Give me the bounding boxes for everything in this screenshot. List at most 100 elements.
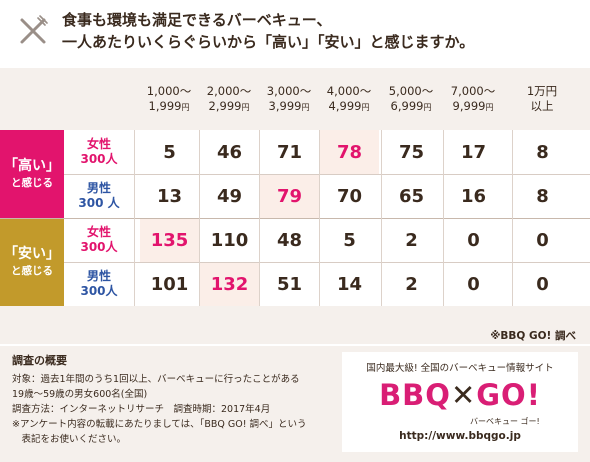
column-header-range-end: 3,999円 bbox=[268, 99, 310, 113]
column-divider bbox=[259, 130, 260, 306]
column-divider bbox=[199, 130, 200, 306]
logo-part-2: GO! bbox=[476, 378, 541, 412]
survey-line: 調査方法：インターネットリサーチ 調査時期：2017年4月 bbox=[12, 404, 271, 415]
column-header: 1万円 以上 bbox=[512, 84, 572, 114]
table-cell: 78 bbox=[320, 130, 379, 174]
table-cell: 5 bbox=[343, 229, 356, 251]
column-divider bbox=[319, 130, 320, 306]
column-header-range-end: 1,999円 bbox=[148, 99, 190, 113]
survey-line: 対象：過去1年間のうち1回以上、バーベキューに行ったことがある bbox=[12, 374, 300, 385]
column-header-unit: 円 bbox=[301, 103, 310, 112]
group-label-subtitle: と感じる bbox=[11, 265, 53, 277]
survey-line: 19歳～59歳の男女600名(全国) bbox=[12, 389, 148, 400]
header: 食事も環境も満足できるバーベキュー、 一人あたりいくらぐらいから「高い」「安い」… bbox=[0, 0, 590, 64]
table-cell: 101 bbox=[150, 273, 189, 295]
column-header-range-start: 4,000～ bbox=[326, 84, 372, 98]
group-label-title: 「安い」 bbox=[4, 246, 60, 262]
fork-knife-icon bbox=[20, 15, 48, 44]
row-label-gender: 男性 bbox=[86, 181, 111, 195]
column-header-range-start: 7,000～ bbox=[450, 84, 496, 98]
logo-part-1: BBQ bbox=[379, 378, 451, 412]
group-label-subtitle: と感じる bbox=[11, 177, 53, 189]
table-cell: 70 bbox=[336, 185, 363, 207]
column-header-range-start: 1万円 bbox=[526, 84, 558, 98]
row-label-gender: 女性 bbox=[86, 137, 111, 151]
column-header-range-end: 以上 bbox=[530, 99, 554, 113]
table-cell: 2 bbox=[405, 229, 418, 251]
crossed-tools-icon: ✕ bbox=[450, 378, 477, 412]
table-cell: 0 bbox=[467, 229, 480, 251]
group-label-title: 「高い」 bbox=[4, 158, 60, 174]
table-cell: 5 bbox=[163, 141, 176, 163]
column-header: 7,000～ 9,999円 bbox=[443, 84, 503, 115]
table-cell: 0 bbox=[536, 273, 549, 295]
column-header-range-start: 2,000～ bbox=[206, 84, 252, 98]
title-line-2: 一人あたりいくらぐらいから「高い」「安い」と感じますか。 bbox=[62, 33, 475, 51]
column-header-range-end: 2,999円 bbox=[208, 99, 250, 113]
column-header: 5,000～ 6,999円 bbox=[381, 84, 441, 115]
site-url-link[interactable]: http://www.bbqgo.jp bbox=[399, 430, 521, 442]
table-cell: 75 bbox=[398, 141, 425, 163]
column-header-range-end: 6,999円 bbox=[390, 99, 432, 113]
logo-banner[interactable]: 国内最大級! 全国のバーベキュー情報サイト BBQ✕GO! バーベキュー ゴー!… bbox=[342, 352, 578, 452]
table-cell: 49 bbox=[216, 185, 243, 207]
table-cell: 46 bbox=[216, 141, 243, 163]
survey-details: 対象：過去1年間のうち1回以上、バーベキューに行ったことがある 19歳～59歳の… bbox=[12, 372, 307, 447]
column-header-range-start: 3,000～ bbox=[266, 84, 312, 98]
table-cell: 71 bbox=[276, 141, 303, 163]
row-label: 男性 300人 bbox=[64, 262, 134, 306]
page-title: 食事も環境も満足できるバーベキュー、 一人あたりいくらぐらいから「高い」「安い」… bbox=[62, 9, 474, 53]
column-header-unit: 円 bbox=[241, 103, 250, 112]
column-header-range-start: 1,000～ bbox=[146, 84, 192, 98]
row-label-count: 300人 bbox=[80, 284, 118, 298]
table-cell: 79 bbox=[260, 174, 319, 218]
table-cell: 0 bbox=[536, 229, 549, 251]
logo-reading: バーベキュー ゴー! bbox=[470, 417, 540, 426]
title-line-1: 食事も環境も満足できるバーベキュー、 bbox=[62, 11, 332, 29]
table-cell: 110 bbox=[210, 229, 249, 251]
row-label-count: 300人 bbox=[80, 240, 118, 254]
table-cell: 14 bbox=[336, 273, 363, 295]
group-label-cheap: 「安い」 と感じる bbox=[0, 218, 64, 306]
row-label-gender: 女性 bbox=[86, 225, 111, 239]
column-divider bbox=[512, 130, 513, 306]
row-label-gender: 男性 bbox=[86, 269, 111, 283]
column-header-range-end: 9,999円 bbox=[452, 99, 494, 113]
row-divider bbox=[64, 174, 590, 175]
column-divider bbox=[381, 130, 382, 306]
table-cell: 51 bbox=[276, 273, 303, 295]
table-cell: 65 bbox=[398, 185, 425, 207]
survey-title: 調査の概要 bbox=[12, 354, 67, 367]
column-header: 2,000～ 2,999円 bbox=[199, 84, 259, 115]
row-label-count: 300人 bbox=[80, 152, 118, 166]
group-label-expensive: 「高い」 と感じる bbox=[0, 130, 64, 218]
table-cell: 48 bbox=[276, 229, 303, 251]
row-divider bbox=[64, 262, 590, 263]
column-header: 3,000～ 3,999円 bbox=[259, 84, 319, 115]
column-header-unit: 円 bbox=[485, 103, 494, 112]
bbqgo-logo: BBQ✕GO! bbox=[342, 378, 578, 412]
column-divider bbox=[443, 130, 444, 306]
row-label: 女性 300人 bbox=[64, 130, 134, 174]
column-header: 4,000～ 4,999円 bbox=[319, 84, 379, 115]
source-note: ※BBQ GO! 調べ bbox=[490, 330, 576, 342]
table-cell: 132 bbox=[200, 262, 259, 306]
logo-tagline: 国内最大級! 全国のバーベキュー情報サイト bbox=[366, 363, 554, 374]
survey-line: ※アンケート内容の転載にあたりましては、「BBQ GO! 調べ」という bbox=[12, 419, 307, 430]
survey-line: 表記をお使いください。 bbox=[12, 434, 127, 445]
column-header-unit: 円 bbox=[181, 103, 190, 112]
column-header: 1,000～ 1,999円 bbox=[139, 84, 199, 115]
table-cell: 135 bbox=[140, 218, 199, 262]
column-header-range-end: 4,999円 bbox=[328, 99, 370, 113]
table-cell: 8 bbox=[536, 185, 549, 207]
row-divider bbox=[0, 218, 590, 219]
table-cell: 13 bbox=[156, 185, 183, 207]
column-header-unit: 円 bbox=[423, 103, 432, 112]
column-header-unit: 円 bbox=[361, 103, 370, 112]
table-cell: 8 bbox=[536, 141, 549, 163]
table-cell: 0 bbox=[467, 273, 480, 295]
table-cell: 16 bbox=[460, 185, 487, 207]
table-cell: 17 bbox=[460, 141, 487, 163]
row-label-count: 300 人 bbox=[78, 196, 120, 210]
row-label: 女性 300人 bbox=[64, 218, 134, 262]
